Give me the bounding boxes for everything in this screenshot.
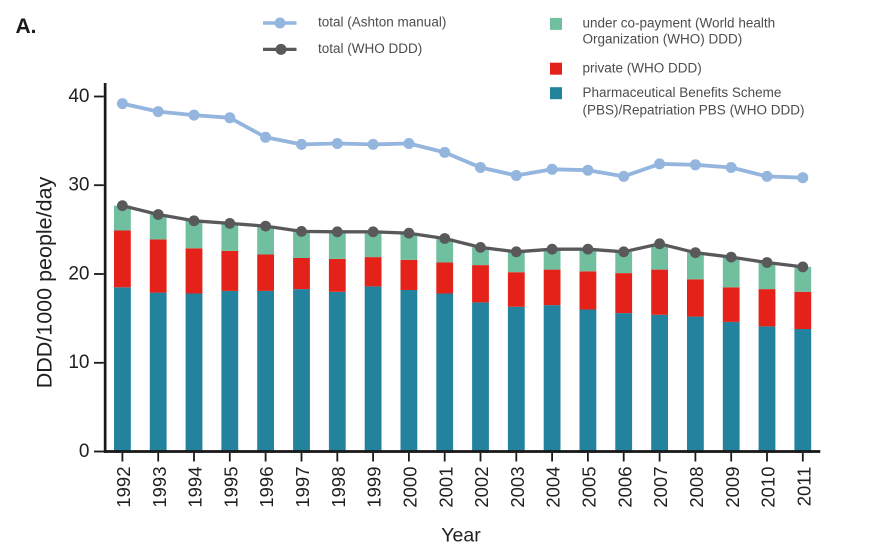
svg-text:2010: 2010 <box>758 467 779 508</box>
svg-text:2007: 2007 <box>650 467 671 508</box>
svg-text:2009: 2009 <box>722 467 743 508</box>
svg-text:2005: 2005 <box>579 467 600 508</box>
svg-text:(PBS)/Repatriation PBS (WHO DD: (PBS)/Repatriation PBS (WHO DDD) <box>583 102 805 117</box>
svg-text:2006: 2006 <box>614 467 635 508</box>
svg-text:1993: 1993 <box>149 467 170 508</box>
svg-text:private (WHO DDD): private (WHO DDD) <box>583 60 702 75</box>
svg-text:1995: 1995 <box>220 467 241 508</box>
svg-text:2011: 2011 <box>793 467 814 507</box>
svg-text:2000: 2000 <box>400 467 421 508</box>
svg-text:2003: 2003 <box>507 467 528 508</box>
svg-text:1997: 1997 <box>292 467 313 508</box>
svg-text:DDD/1000 people/day: DDD/1000 people/day <box>33 176 57 388</box>
svg-text:1992: 1992 <box>113 467 134 508</box>
svg-text:0: 0 <box>79 441 90 462</box>
svg-text:1996: 1996 <box>256 467 277 508</box>
svg-text:30: 30 <box>68 175 89 196</box>
svg-text:1994: 1994 <box>185 467 206 508</box>
svg-text:40: 40 <box>68 86 89 107</box>
svg-text:10: 10 <box>68 352 89 373</box>
svg-text:Year: Year <box>441 525 481 547</box>
svg-text:2004: 2004 <box>543 467 564 508</box>
svg-text:1998: 1998 <box>328 467 349 508</box>
svg-text:under co-payment (World health: under co-payment (World health <box>583 15 776 30</box>
svg-text:2001: 2001 <box>435 467 456 508</box>
svg-text:total (Ashton manual): total (Ashton manual) <box>318 14 446 29</box>
svg-text:total (WHO DDD): total (WHO DDD) <box>318 41 422 56</box>
svg-text:Pharmaceutical Benefits Scheme: Pharmaceutical Benefits Scheme <box>583 85 782 100</box>
svg-text:2002: 2002 <box>471 466 492 507</box>
svg-text:2008: 2008 <box>686 467 707 508</box>
svg-text:1999: 1999 <box>364 467 385 508</box>
svg-text:A.: A. <box>16 15 37 38</box>
svg-text:20: 20 <box>68 263 89 284</box>
svg-text:Organization (WHO) DDD): Organization (WHO) DDD) <box>583 32 743 47</box>
